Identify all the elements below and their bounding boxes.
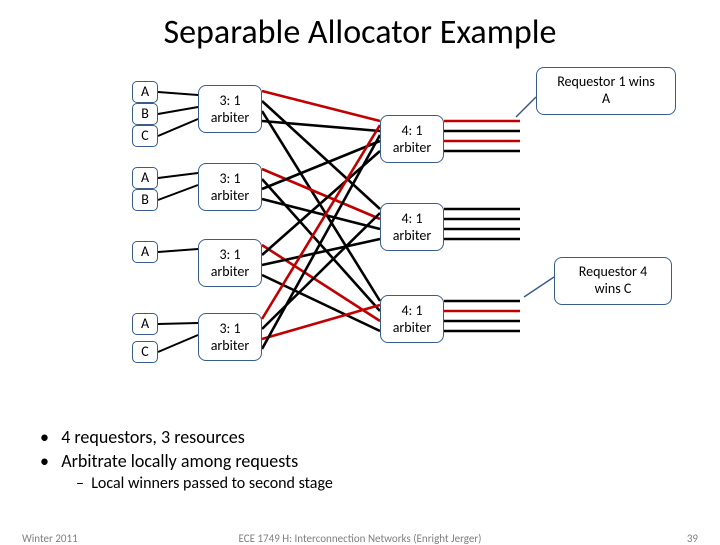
request-4-C: C	[132, 341, 158, 363]
stage1-arbiter-2: 3: 1arbiter	[198, 163, 262, 211]
bullet-list: • 4 requestors, 3 resources • Arbitrate …	[40, 426, 333, 493]
footer-right: 39	[687, 532, 698, 545]
bullet-sub: – Local winners passed to second stage	[76, 474, 333, 493]
stage2-arbiter-3: 4: 1arbiter	[380, 295, 444, 343]
request-2-A: A	[132, 167, 158, 189]
stage1-arbiter-4: 3: 1arbiter	[198, 313, 262, 361]
stage2-arbiter-1: 4: 1arbiter	[380, 115, 444, 163]
stage1-arbiter-1: 3: 1arbiter	[198, 85, 262, 133]
stage2-arbiter-2: 4: 1arbiter	[380, 203, 444, 251]
callout-2: Requestor 4wins C	[554, 257, 672, 305]
diagram-area: ABCABAAC3: 1arbiter3: 1arbiter3: 1arbite…	[0, 61, 720, 421]
bullet-1: • 4 requestors, 3 resources	[40, 426, 333, 448]
request-1-C: C	[132, 125, 158, 147]
footer-center: ECE 1749 H: Interconnection Networks (En…	[0, 532, 720, 545]
page-title: Separable Allocator Example	[0, 0, 720, 53]
request-4-A: A	[132, 313, 158, 335]
bullet-2: • Arbitrate locally among requests	[40, 450, 333, 472]
request-3-A: A	[132, 241, 158, 263]
request-2-B: B	[132, 189, 158, 211]
request-1-B: B	[132, 103, 158, 125]
callout-1: Requestor 1 winsA	[536, 67, 676, 115]
wires-svg	[0, 61, 720, 421]
stage1-arbiter-3: 3: 1arbiter	[198, 239, 262, 287]
request-1-A: A	[132, 81, 158, 103]
